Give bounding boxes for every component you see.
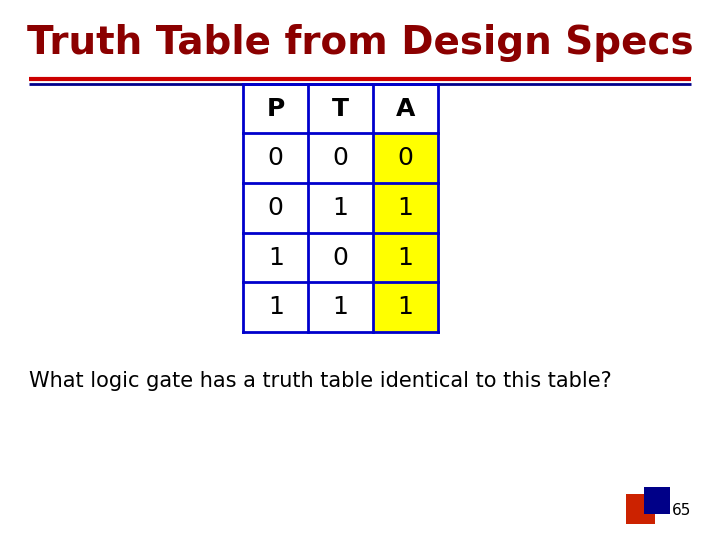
Text: 1: 1 bbox=[333, 196, 348, 220]
FancyBboxPatch shape bbox=[626, 494, 655, 524]
Bar bbox=[308, 183, 373, 233]
Bar bbox=[243, 233, 308, 282]
Bar bbox=[373, 133, 438, 183]
Text: 0: 0 bbox=[333, 246, 348, 269]
Text: A: A bbox=[396, 97, 415, 120]
Bar bbox=[373, 84, 438, 133]
Text: 0: 0 bbox=[268, 146, 284, 170]
Text: What logic gate has a truth table identical to this table?: What logic gate has a truth table identi… bbox=[29, 370, 611, 391]
Text: 1: 1 bbox=[268, 246, 284, 269]
Text: 65: 65 bbox=[672, 503, 691, 518]
FancyBboxPatch shape bbox=[644, 487, 670, 514]
Text: 1: 1 bbox=[397, 295, 413, 319]
Bar bbox=[308, 84, 373, 133]
Bar bbox=[243, 133, 308, 183]
Text: 1: 1 bbox=[333, 295, 348, 319]
Text: 0: 0 bbox=[397, 146, 413, 170]
Text: T: T bbox=[332, 97, 349, 120]
Text: P: P bbox=[266, 97, 285, 120]
Bar bbox=[308, 233, 373, 282]
Bar bbox=[243, 183, 308, 233]
Text: 0: 0 bbox=[333, 146, 348, 170]
Bar bbox=[308, 133, 373, 183]
Text: 0: 0 bbox=[268, 196, 284, 220]
Bar bbox=[373, 233, 438, 282]
Text: 1: 1 bbox=[397, 196, 413, 220]
Bar bbox=[373, 183, 438, 233]
Text: 1: 1 bbox=[268, 295, 284, 319]
Bar bbox=[373, 282, 438, 332]
Bar bbox=[243, 84, 308, 133]
Bar bbox=[243, 282, 308, 332]
Bar bbox=[308, 282, 373, 332]
Text: Truth Table from Design Specs: Truth Table from Design Specs bbox=[27, 24, 693, 62]
Text: 1: 1 bbox=[397, 246, 413, 269]
